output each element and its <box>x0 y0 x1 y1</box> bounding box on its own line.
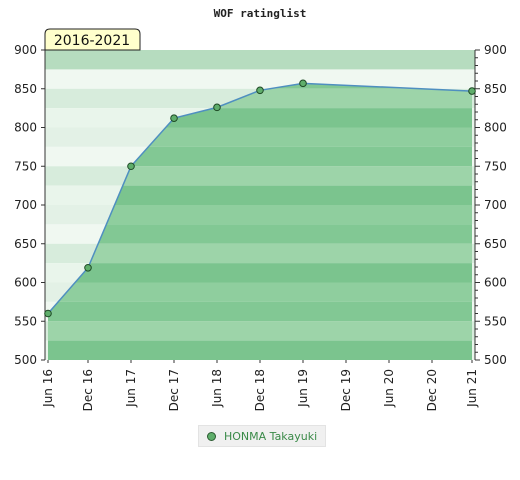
y-tick-label-right: 800 <box>484 121 507 135</box>
data-point <box>84 263 92 272</box>
data-point <box>299 79 307 88</box>
x-tick-label: Dec 18 <box>253 369 267 411</box>
area-band <box>48 166 472 186</box>
area-band <box>48 224 472 244</box>
x-tick-label: Jun 17 <box>124 369 138 408</box>
x-tick-label: Jun 18 <box>210 369 224 408</box>
area-band <box>48 282 472 302</box>
area-band <box>48 185 472 205</box>
y-tick-label-left: 700 <box>14 198 37 212</box>
legend: HONMA Takayuki <box>198 425 327 447</box>
data-point <box>468 87 476 95</box>
data-point <box>170 114 178 122</box>
bg-band <box>45 69 475 89</box>
y-tick-label-right: 900 <box>484 43 507 57</box>
y-tick-label-right: 850 <box>484 82 507 96</box>
bg-band <box>45 50 475 70</box>
data-point <box>213 103 221 112</box>
area-band <box>48 243 472 264</box>
y-tick-label-left: 500 <box>14 353 37 367</box>
marks <box>44 79 476 318</box>
legend-marker <box>207 431 216 441</box>
data-point <box>44 309 52 318</box>
x-tick-label: Dec 16 <box>81 369 95 411</box>
x-tick-label: Jun 20 <box>382 369 396 408</box>
y-tick-label-right: 550 <box>484 314 507 328</box>
y-tick-label-left: 600 <box>14 276 37 290</box>
y-tick-label-left: 850 <box>14 82 37 96</box>
area-fill <box>48 83 472 360</box>
area-layer <box>48 83 472 360</box>
data-point <box>256 86 264 95</box>
area-band <box>48 263 472 283</box>
year-badge-label: 2016-2021 <box>54 33 130 49</box>
area-band <box>48 205 472 225</box>
y-tick-label-left: 750 <box>14 159 37 173</box>
x-tick-label: Dec 20 <box>425 369 439 411</box>
legend-series-name: HONMA Takayuki <box>224 429 318 443</box>
y-tick-label-right: 750 <box>484 159 507 173</box>
area-band <box>48 321 472 341</box>
x-tick-label: Jun 19 <box>296 369 310 408</box>
y-tick-label-left: 550 <box>14 314 37 328</box>
y-tick-label-left: 800 <box>14 121 37 135</box>
x-tick-label: Dec 17 <box>167 369 181 411</box>
chart-title: WOF ratinglist <box>214 7 307 20</box>
axes: 500 500 550 550 600 600 650 650 700 700 750 750 800 8… <box>14 43 507 411</box>
area-band <box>48 301 472 322</box>
x-tick-label: Jun 16 <box>41 369 55 408</box>
y-tick-label-right: 650 <box>484 237 507 251</box>
x-tick-label: Dec 19 <box>339 369 353 411</box>
area-band <box>48 146 472 167</box>
y-tick-label-left: 900 <box>14 43 37 57</box>
y-tick-label-left: 650 <box>14 237 37 251</box>
series-line <box>47 82 473 314</box>
y-tick-label-right: 600 <box>484 276 507 290</box>
y-tick-label-right: 500 <box>484 353 507 367</box>
area-band <box>48 340 472 360</box>
x-tick-label: Jun 21 <box>465 369 479 408</box>
data-point <box>127 162 135 171</box>
y-tick-label-right: 700 <box>484 198 507 212</box>
year-badge: 2016-2021 <box>44 28 141 51</box>
